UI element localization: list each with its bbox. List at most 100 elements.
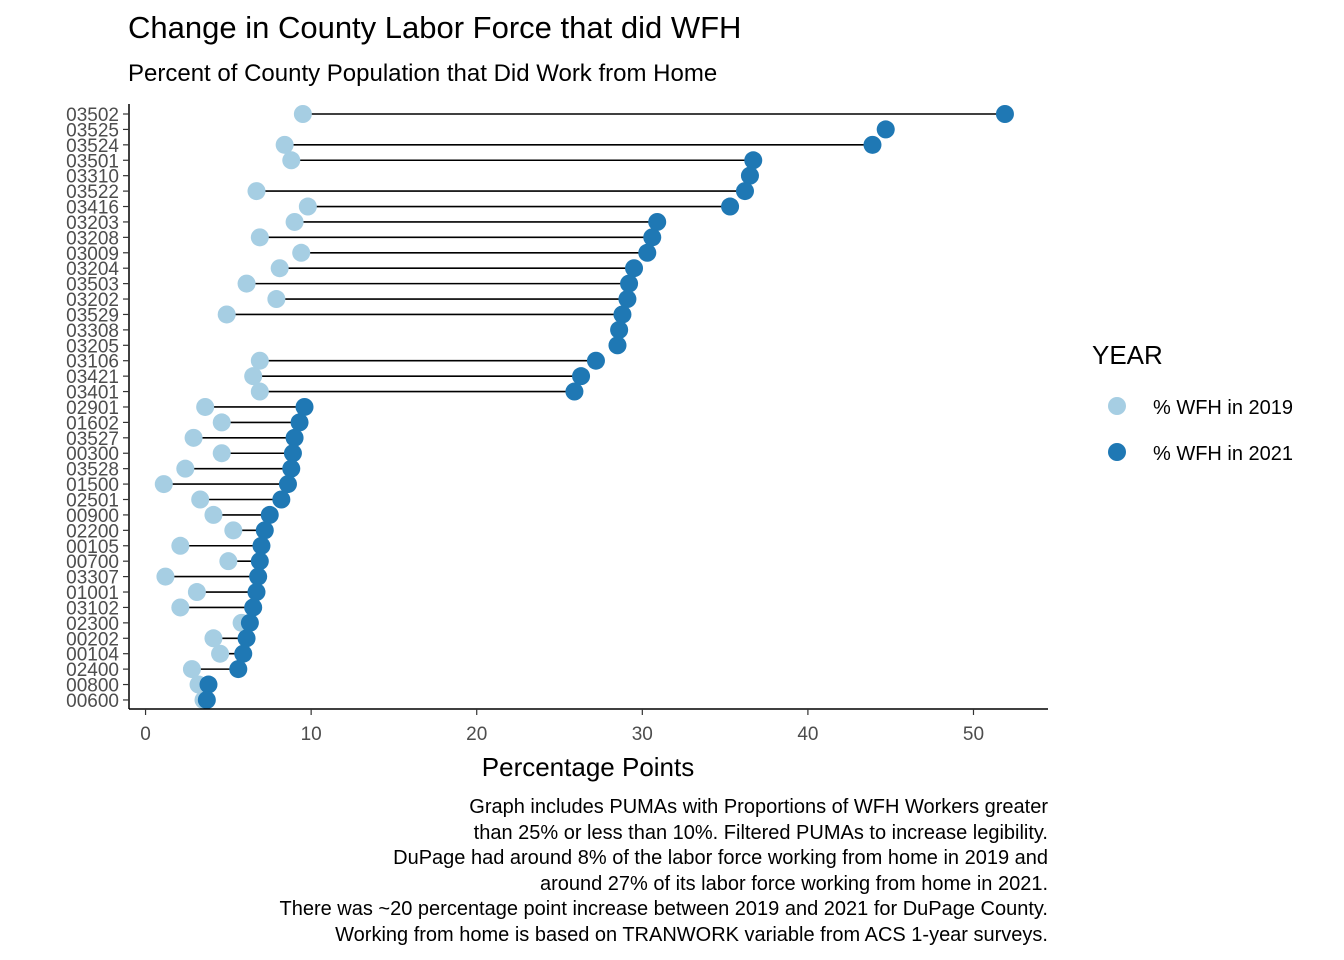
point-2019-03416 (298, 197, 317, 216)
caption-line: Graph includes PUMAs with Proportions of… (469, 796, 1048, 818)
point-2021-03522 (735, 182, 754, 201)
y-tick-label: 03310 (66, 167, 119, 188)
y-tick-label: 02200 (66, 521, 119, 542)
point-2019-03524 (275, 135, 294, 154)
x-tick-label: 10 (301, 724, 322, 745)
point-2019-02501 (191, 490, 210, 509)
x-axis: 0 10 20 30 40 50 (140, 709, 984, 745)
point-2021-03310 (740, 166, 759, 185)
y-tick-label: 02400 (66, 660, 119, 681)
point-2021-01602 (290, 413, 309, 432)
y-tick-label: 03502 (66, 105, 119, 126)
point-2021-03208 (643, 228, 662, 247)
y-tick-label: 03503 (66, 275, 119, 296)
point-2019-02200 (224, 521, 243, 540)
y-tick-label: 03416 (66, 198, 119, 219)
y-tick-label: 00600 (66, 691, 119, 712)
point-2021-02901 (295, 397, 314, 416)
point-2019-03502 (293, 105, 312, 123)
point-2019-00104 (211, 644, 230, 663)
y-tick-label: 00202 (66, 629, 119, 650)
point-2021-03202 (618, 290, 637, 309)
y-tick-label: 00104 (66, 645, 119, 666)
point-2019-03202 (267, 290, 286, 309)
point-2021-03528 (282, 459, 301, 478)
point-2019-03527 (184, 428, 203, 447)
x-tick-label: 30 (632, 724, 653, 745)
point-2019-03522 (247, 182, 266, 201)
x-tick-label: 20 (466, 724, 487, 745)
point-2019-03203 (285, 212, 304, 231)
y-tick-label: 02300 (66, 614, 119, 635)
y-tick-label: 01602 (66, 413, 119, 434)
y-tick-label: 03208 (66, 228, 119, 249)
y-tick-label: 03102 (66, 598, 119, 619)
y-tick-label: 03106 (66, 352, 119, 373)
y-tick-label: 03528 (66, 460, 119, 481)
point-2019-03528 (176, 459, 195, 478)
plot-area (154, 105, 1014, 709)
y-tick-label: 03501 (66, 151, 119, 172)
point-2019-03102 (171, 598, 190, 617)
point-2019-00700 (219, 552, 238, 571)
point-2019-01602 (212, 413, 231, 432)
caption-line: DuPage had around 8% of the labor force … (393, 847, 1048, 869)
point-2019-03307 (156, 567, 175, 586)
point-2019-01001 (187, 583, 206, 602)
chart-title: Change in County Labor Force that did WF… (128, 10, 742, 45)
y-tick-label: 00900 (66, 506, 119, 527)
x-tick-label: 0 (140, 724, 151, 745)
y-tick-label: 03203 (66, 213, 119, 234)
point-2021-03009 (638, 243, 657, 262)
point-2019-00300 (212, 444, 231, 463)
y-axis: 0350203525035240350103310035220341603203… (66, 105, 129, 712)
y-tick-label: 03307 (66, 568, 119, 589)
point-2019-03501 (282, 151, 301, 170)
point-2021-02501 (272, 490, 291, 509)
x-axis-label: Percentage Points (482, 752, 694, 782)
point-2021-02200 (255, 521, 274, 540)
y-tick-label: 03525 (66, 120, 119, 141)
point-2019-02901 (196, 397, 215, 416)
y-tick-label: 03527 (66, 429, 119, 450)
point-2021-00900 (260, 505, 279, 524)
point-2021-03524 (863, 135, 882, 154)
chart-subtitle: Percent of County Population that Did Wo… (128, 60, 718, 87)
point-2021-03525 (876, 120, 895, 139)
point-2021-03205 (608, 336, 627, 355)
point-2019-01500 (154, 475, 173, 494)
point-2021-03203 (648, 212, 667, 231)
x-tick-label: 40 (797, 724, 818, 745)
point-2021-02300 (240, 613, 259, 632)
y-tick-label: 00700 (66, 552, 119, 573)
legend-label-2021: % WFH in 2021 (1153, 443, 1293, 465)
segments (163, 113, 1005, 701)
points-2021 (197, 105, 1014, 709)
point-2019-02400 (182, 660, 201, 679)
point-2021-00800 (199, 675, 218, 694)
y-tick-label: 03205 (66, 336, 119, 357)
legend-label-2019: % WFH in 2019 (1153, 397, 1293, 419)
y-tick-label: 03421 (66, 367, 119, 388)
y-tick-label: 03308 (66, 321, 119, 342)
point-2019-03009 (292, 243, 311, 262)
y-tick-label: 02501 (66, 491, 119, 512)
caption-line: than 25% or less than 10%. Filtered PUMA… (473, 821, 1048, 844)
y-tick-label: 03202 (66, 290, 119, 311)
point-2021-03416 (721, 197, 740, 216)
y-tick-label: 03524 (66, 136, 119, 157)
point-2019-03106 (250, 351, 269, 370)
point-2021-03401 (565, 382, 584, 401)
caption: Graph includes PUMAs with Proportions of… (68, 795, 1049, 948)
y-tick-label: 03009 (66, 244, 119, 265)
point-2021-03106 (586, 351, 605, 370)
point-2021-00104 (234, 644, 253, 663)
point-2021-00105 (252, 536, 271, 555)
legend: YEAR % WFH in 2019 % WFH in 2021 (1092, 340, 1293, 465)
point-2021-00700 (250, 552, 269, 571)
caption-line: Working from home is based on TRANWORK v… (335, 923, 1048, 946)
y-tick-label: 03204 (66, 259, 119, 280)
point-2021-03502 (995, 105, 1014, 123)
y-tick-label: 00800 (66, 676, 119, 697)
